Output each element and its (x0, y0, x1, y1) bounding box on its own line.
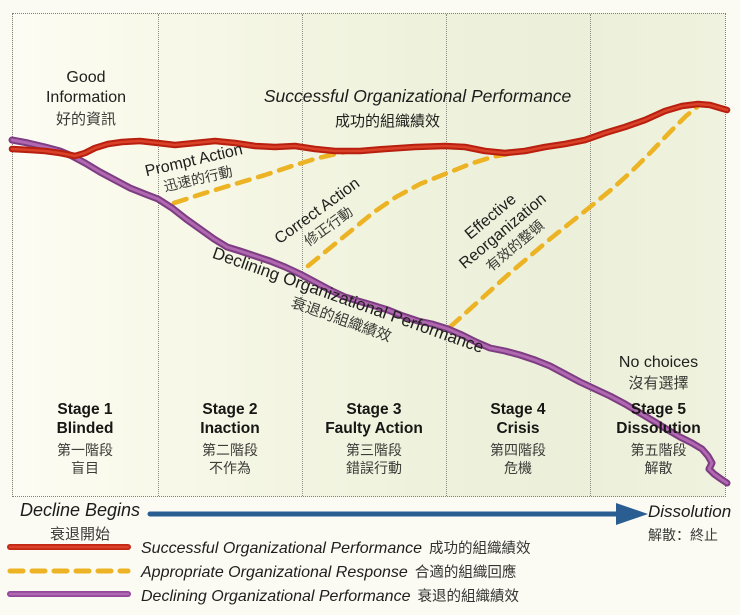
successful-performance-zh: 成功的組織績效 (334, 113, 440, 130)
stage-4-name: Crisis (496, 420, 540, 437)
stage-5-label: Stage 5 Dissolution 第五階段 解散 (590, 400, 727, 477)
legend-row-declining: Declining Organizational Performance 衰退的組… (141, 585, 519, 605)
stage-2-zh1: 第二階段 (202, 442, 258, 458)
legend-declining-en: Declining Organizational Performance (141, 588, 411, 605)
dissolution-zh: 解散：終止 (648, 527, 718, 543)
legend-successful-zh: 成功的組織績效 (429, 541, 531, 557)
no-choices-label: No choices 沒有選擇 (596, 353, 721, 393)
decline-begins-label: Decline Begins 衰退開始 (6, 500, 154, 544)
stage-3-zh2: 錯誤行動 (346, 460, 402, 476)
dissolution-en: Dissolution (648, 502, 732, 521)
no-choices-en: No choices (618, 354, 699, 371)
stage-3-title: Stage 3 (346, 401, 402, 418)
stage-5-name: Dissolution (616, 420, 701, 437)
stage-2-label: Stage 2 Inaction 第二階段 不作為 (158, 400, 302, 477)
stage-1-name: Blinded (56, 420, 114, 437)
stage-4-title: Stage 4 (490, 401, 546, 418)
stage-3-name: Faulty Action (325, 420, 423, 437)
legend-appropriate-zh: 合適的組織回應 (414, 565, 517, 581)
dissolution-label: Dissolution 解散：終止 (648, 502, 740, 545)
stage-5-zh2: 解散 (644, 460, 673, 476)
no-choices-zh: 沒有選擇 (628, 375, 689, 392)
decline-begins-zh: 衰退開始 (49, 526, 110, 543)
stage-4-zh1: 第四階段 (490, 442, 546, 458)
stage-5-title: Stage 5 (630, 401, 687, 418)
successful-performance-label: Successful Organizational Performance (263, 86, 572, 106)
legend-row-successful: Successful Organizational Performance 成功的… (141, 537, 531, 557)
legend-declining-zh: 衰退的組織績效 (417, 589, 519, 605)
stage-3-zh1: 第三階段 (346, 442, 402, 458)
stage-1-zh1: 第一階段 (57, 442, 113, 458)
stage-3-label: Stage 3 Faulty Action 第三階段 錯誤行動 (302, 400, 446, 477)
timeline-arrowhead-icon (616, 503, 648, 525)
good-information-line2: Information (45, 89, 127, 106)
good-information-line1: Good (66, 69, 106, 86)
stage-2-name: Inaction (200, 420, 260, 437)
stage-2-title: Stage 2 (202, 401, 258, 418)
good-information-zh: 好的資訊 (55, 111, 116, 128)
good-information-label: Good Information 好的資訊 (22, 68, 150, 130)
stage-1-zh2: 盲目 (71, 460, 99, 476)
stage-5-zh1: 第五階段 (630, 442, 687, 458)
stage-4-label: Stage 4 Crisis 第四階段 危機 (446, 400, 590, 477)
legend-row-appropriate: Appropriate Organizational Response 合適的組織… (141, 561, 516, 581)
stage-2-zh2: 不作為 (209, 460, 251, 476)
decline-begins-en: Decline Begins (19, 500, 141, 520)
stage-1-title: Stage 1 (57, 401, 113, 418)
legend-appropriate-en: Appropriate Organizational Response (141, 564, 408, 581)
legend-successful-en: Successful Organizational Performance (141, 540, 423, 557)
stage-4-zh2: 危機 (504, 460, 532, 476)
stage-1-label: Stage 1 Blinded 第一階段 盲目 (12, 400, 158, 477)
